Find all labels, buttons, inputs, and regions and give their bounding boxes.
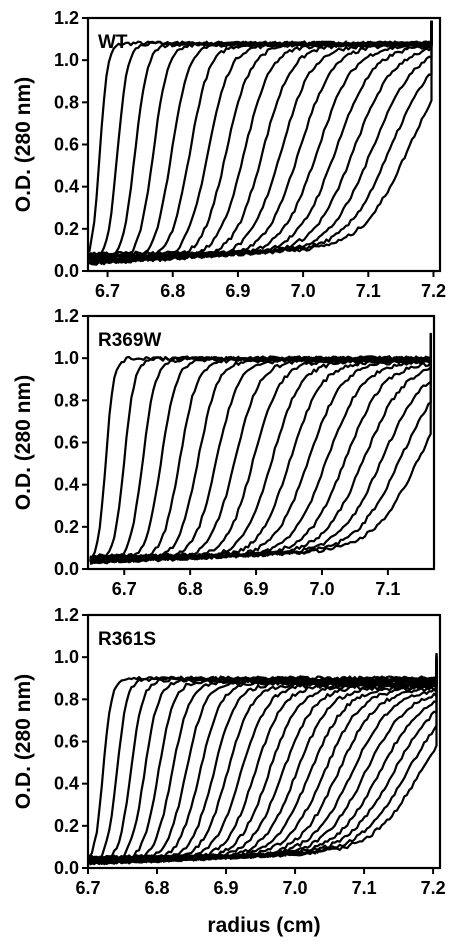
y-tick-label: 0.4 <box>54 774 79 794</box>
y-tick-label: 1.0 <box>54 50 79 70</box>
y-tick-label: 0.8 <box>54 390 79 410</box>
scan-trace <box>89 669 438 861</box>
scan-trace <box>88 24 433 258</box>
plot-frame <box>86 613 442 870</box>
y-tick-label: 0.8 <box>54 689 79 709</box>
panel-label: R369W <box>98 330 161 351</box>
x-tick-label: 6.9 <box>225 281 250 301</box>
x-tick-label: 6.7 <box>112 579 137 599</box>
y-tick-label: 0.6 <box>54 732 79 752</box>
panel-label: WT <box>98 32 128 53</box>
x-tick-label: 6.9 <box>214 878 239 898</box>
y-tick-label: 1.0 <box>54 348 79 368</box>
scan-trace <box>88 23 433 258</box>
x-tick-label: 7.1 <box>375 579 400 599</box>
scan-trace <box>89 337 432 563</box>
scan-trace <box>89 22 433 261</box>
scan-trace <box>89 335 432 564</box>
x-tick-label: 7.2 <box>421 281 446 301</box>
y-tick-label: 0.6 <box>54 135 79 155</box>
scan-trace <box>88 24 433 257</box>
scan-trace <box>89 341 432 559</box>
x-tick-label: 7.0 <box>309 579 334 599</box>
scan-trace <box>88 22 433 260</box>
scan-trace <box>89 338 432 561</box>
x-tick-label: 6.8 <box>145 878 170 898</box>
x-tick-label: 6.8 <box>160 281 185 301</box>
y-tick-label: 0.0 <box>54 858 79 878</box>
y-axis-title: O.D. (280 nm) <box>12 375 35 510</box>
x-tick-label: 6.9 <box>244 579 269 599</box>
y-axis-title: O.D. (280 nm) <box>12 674 35 809</box>
scan-trace <box>89 333 432 565</box>
x-tick-label: 6.7 <box>75 878 100 898</box>
panel-2: 0.0 0.2 0.4 0.6 0.8 1.0 1.2 6.7 6.8 6.9 7.0 7.1 7.2 R… <box>12 605 446 937</box>
y-tick-label: 1.2 <box>54 605 79 625</box>
scan-trace <box>89 667 438 862</box>
y-tick-label: 0.2 <box>54 816 79 836</box>
scan-trace <box>88 23 433 259</box>
x-tick-label: 6.8 <box>178 579 203 599</box>
scan-trace <box>89 653 438 866</box>
scan-trace <box>89 334 432 564</box>
y-tick-label: 0.4 <box>54 177 79 197</box>
y-tick-label: 0.2 <box>54 219 79 239</box>
y-tick-label: 1.0 <box>54 647 79 667</box>
y-tick-label: 0.8 <box>54 92 79 112</box>
scan-trace <box>89 336 432 563</box>
y-axis-title: O.D. (280 nm) <box>12 77 35 212</box>
y-tick-label: 0.6 <box>54 433 79 453</box>
x-tick-label: 7.1 <box>352 878 377 898</box>
panel-1: 0.0 0.2 0.4 0.6 0.8 1.0 1.2 6.7 6.8 6.9 7.0 7.1 R369… <box>12 306 436 599</box>
panel-label: R361S <box>98 629 156 650</box>
y-tick-label: 1.2 <box>54 8 79 28</box>
y-tick-label: 0.4 <box>54 475 79 495</box>
panel-0: 0.0 0.2 0.4 0.6 0.8 1.0 1.2 6.7 6.8 6.9 7.0 7.1 7.2 W… <box>12 8 446 301</box>
y-tick-label: 0.0 <box>54 261 79 281</box>
x-tick-label: 6.7 <box>95 281 120 301</box>
scan-trace <box>90 335 432 564</box>
x-axis-title: radius (cm) <box>207 914 320 937</box>
scan-trace <box>89 333 432 564</box>
x-tick-label: 7.0 <box>291 281 316 301</box>
scan-trace <box>89 334 432 565</box>
y-tick-label: 0.2 <box>54 517 79 537</box>
x-tick-label: 7.0 <box>283 878 308 898</box>
x-tick-label: 7.1 <box>356 281 381 301</box>
y-tick-label: 1.2 <box>54 306 79 326</box>
y-tick-label: 0.0 <box>54 559 79 579</box>
scan-trace <box>89 336 432 563</box>
x-tick-label: 7.2 <box>421 878 446 898</box>
scan-trace <box>88 21 433 262</box>
